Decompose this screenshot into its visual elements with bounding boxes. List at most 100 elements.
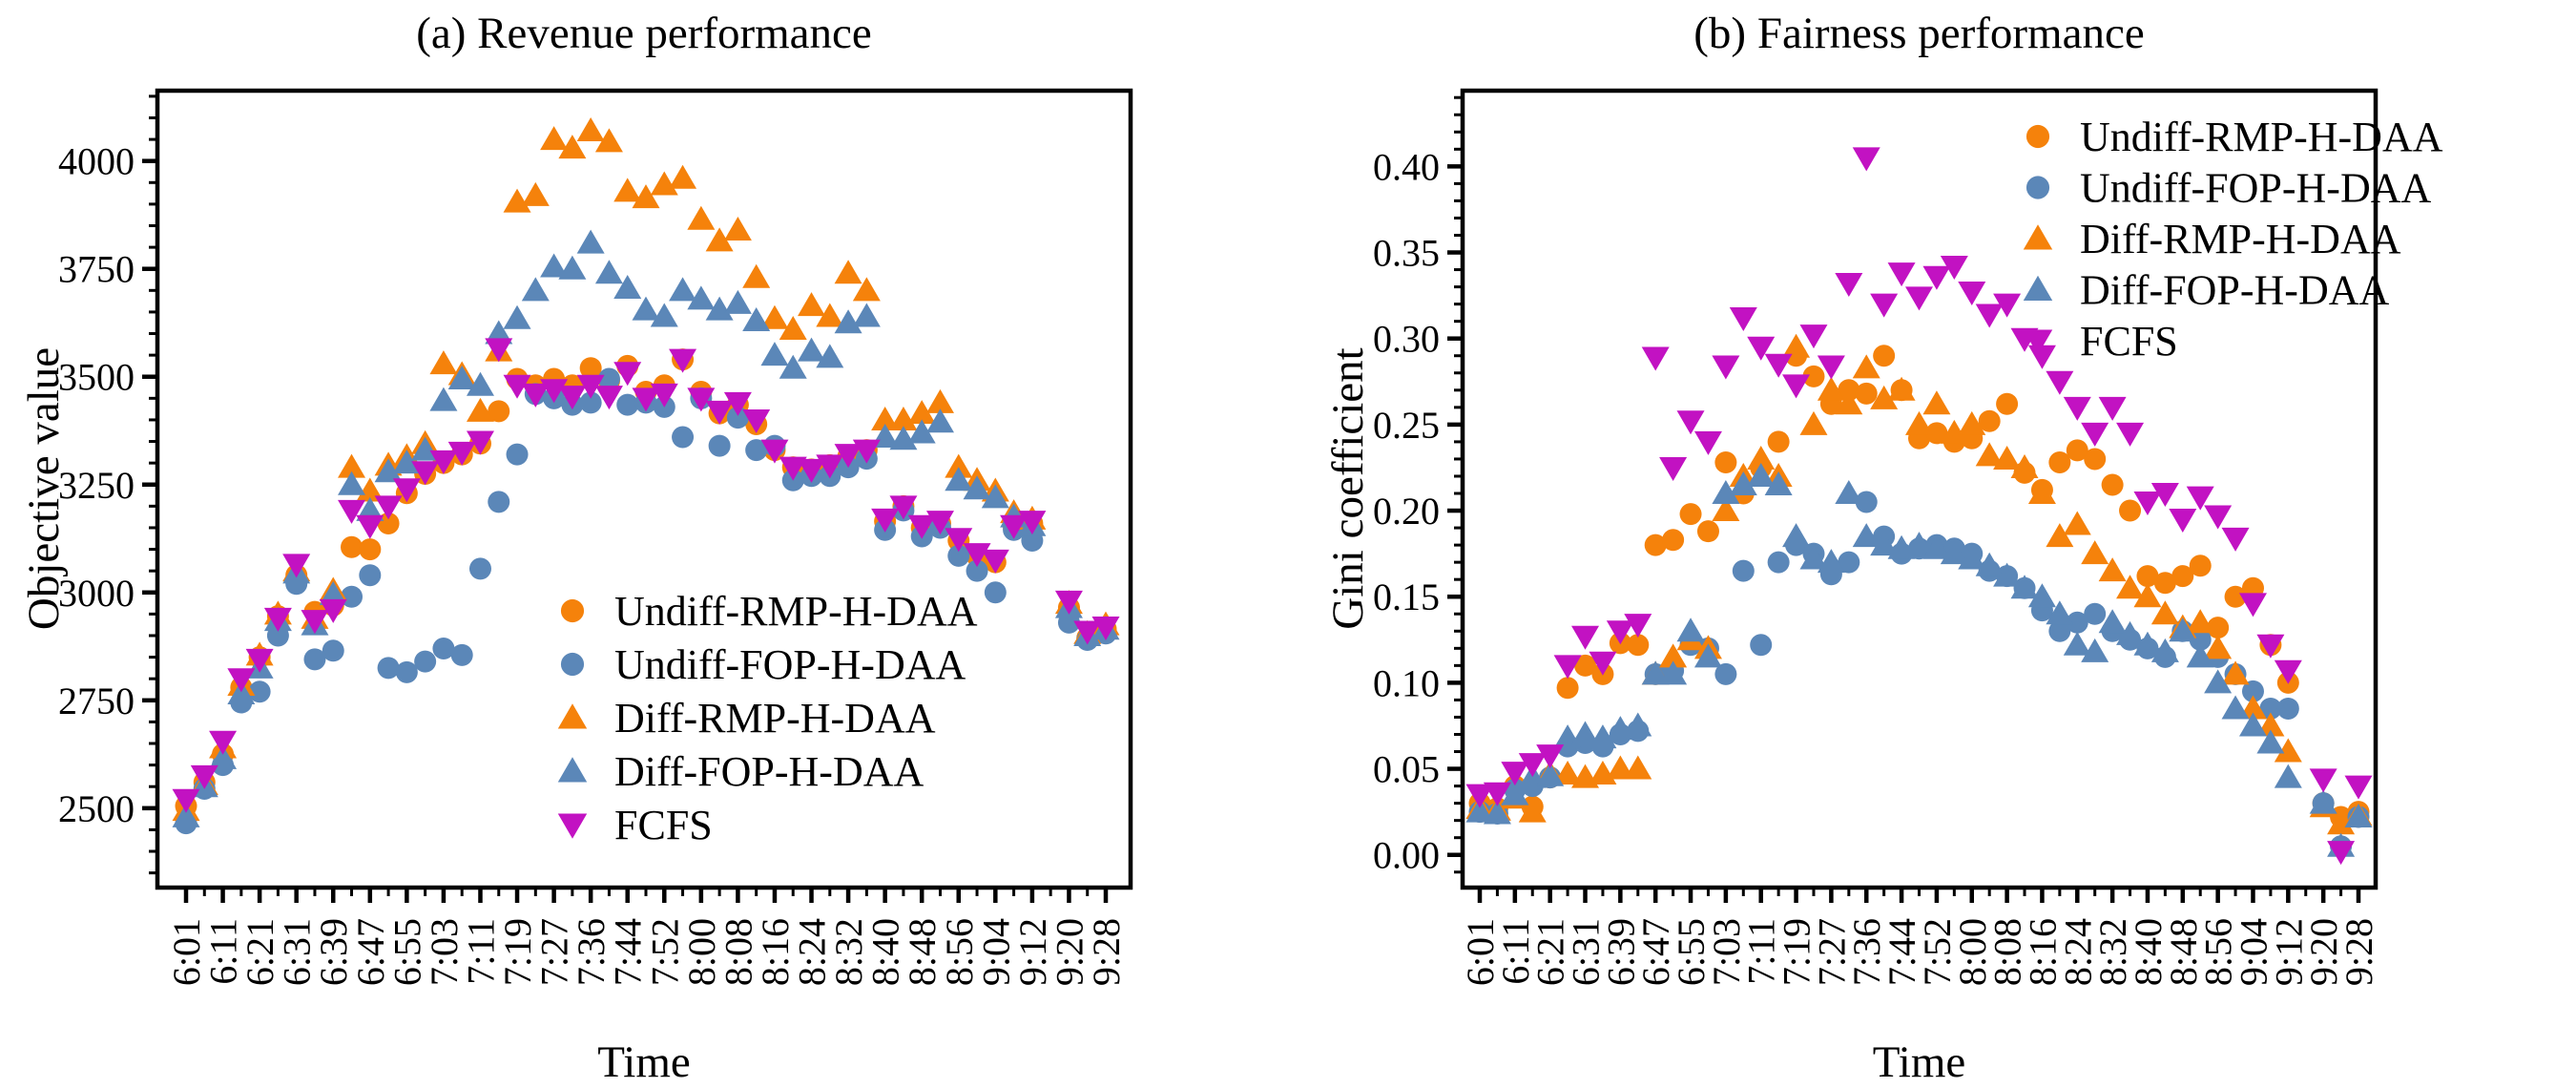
data-point: [450, 643, 473, 666]
data-point: [2169, 617, 2197, 642]
data-point: [1693, 430, 1722, 455]
data-point: [947, 544, 970, 567]
x-tick-label: 8:40: [2127, 918, 2170, 986]
data-point: [1852, 147, 1880, 172]
data-point: [2046, 600, 2074, 625]
data-point: [301, 610, 329, 635]
x-tick-label: 9:12: [2267, 918, 2310, 986]
data-point: [1659, 660, 1688, 685]
data-point: [2256, 634, 2285, 659]
legend-marker: [2023, 275, 2053, 302]
data-point: [341, 535, 364, 558]
x-tick-label: 8:24: [791, 918, 834, 986]
data-point: [356, 477, 384, 502]
legend-label: Undiff-RMP-H-DAA: [2080, 114, 2443, 160]
x-tick-label: 7:52: [643, 918, 686, 986]
data-point: [1940, 540, 1968, 565]
data-point: [632, 387, 660, 412]
data-point: [745, 439, 768, 462]
data-point: [1817, 355, 1845, 380]
data-point: [1679, 503, 1702, 526]
data-point: [2344, 804, 2373, 828]
x-tick-label: 6:55: [385, 918, 428, 986]
panel-a-title: (a) Revenue performance: [416, 9, 872, 58]
x-tick-label: 6:47: [1634, 918, 1677, 986]
data-point: [2136, 565, 2159, 588]
data-point: [1838, 379, 1860, 402]
data-point: [2153, 572, 2176, 595]
data-point: [2186, 486, 2214, 511]
legend-label: FCFS: [2080, 318, 2178, 365]
data-point: [1729, 471, 1757, 495]
data-point: [650, 383, 678, 408]
data-point: [1873, 345, 1896, 367]
data-point: [798, 337, 826, 362]
data-point: [1922, 534, 1951, 559]
x-tick-label: 6:01: [1459, 918, 1502, 986]
data-point: [723, 391, 752, 416]
data-point: [650, 171, 678, 196]
x-tick-label: 8:00: [1951, 918, 1994, 986]
data-point: [2098, 557, 2127, 582]
data-point: [2241, 680, 2264, 702]
data-point: [2327, 810, 2356, 835]
legend-marker: [2025, 176, 2050, 199]
data-point: [1465, 784, 1494, 808]
data-point: [1676, 410, 1705, 435]
legend-marker: [2023, 224, 2053, 250]
data-point: [1767, 551, 1790, 574]
data-point: [2046, 370, 2074, 395]
data-point: [1465, 798, 1494, 823]
data-point: [1922, 265, 1951, 290]
data-point: [374, 458, 403, 483]
data-point: [1624, 755, 1652, 780]
data-point: [2027, 345, 2056, 369]
data-point: [1940, 419, 1968, 444]
x-tick-label: 6:39: [312, 918, 355, 986]
data-point: [411, 436, 440, 461]
data-point: [760, 304, 789, 329]
data-point: [834, 260, 862, 284]
data-point: [705, 296, 734, 321]
data-point: [2010, 453, 2039, 478]
data-point: [1817, 376, 1845, 401]
legend-marker: [557, 703, 588, 729]
y-tick-label: 0.20: [1373, 490, 1440, 533]
data-point: [1940, 255, 1968, 280]
data-point: [2010, 575, 2039, 599]
data-point: [2027, 480, 2056, 505]
data-point: [2098, 396, 2127, 421]
data-point: [1835, 480, 1863, 505]
data-point: [2309, 768, 2337, 793]
x-tick-label: 8:08: [1986, 918, 2029, 986]
data-point: [485, 338, 513, 363]
data-point: [521, 277, 550, 302]
data-point: [377, 657, 400, 680]
data-point: [1799, 410, 1828, 435]
data-point: [227, 668, 256, 693]
data-point: [1662, 529, 1685, 552]
data-point: [2116, 422, 2145, 447]
data-point: [1641, 346, 1670, 371]
data-point: [834, 309, 862, 334]
data-point: [466, 397, 494, 422]
data-point: [2171, 565, 2194, 588]
y-tick-label: 0.00: [1373, 834, 1440, 877]
data-point: [945, 453, 973, 478]
data-point: [2274, 764, 2302, 788]
data-point: [1764, 353, 1793, 378]
data-point: [1993, 562, 2022, 587]
data-point: [1676, 617, 1705, 642]
data-point: [209, 730, 238, 755]
data-point: [506, 443, 529, 466]
data-point: [1852, 523, 1880, 548]
data-point: [1518, 798, 1547, 823]
y-tick-label: 3000: [58, 572, 135, 615]
data-point: [760, 439, 789, 464]
x-tick-label: 8:08: [717, 918, 759, 986]
data-point: [760, 342, 789, 366]
data-point: [981, 484, 1009, 509]
data-point: [374, 495, 403, 520]
data-point: [984, 581, 1007, 604]
